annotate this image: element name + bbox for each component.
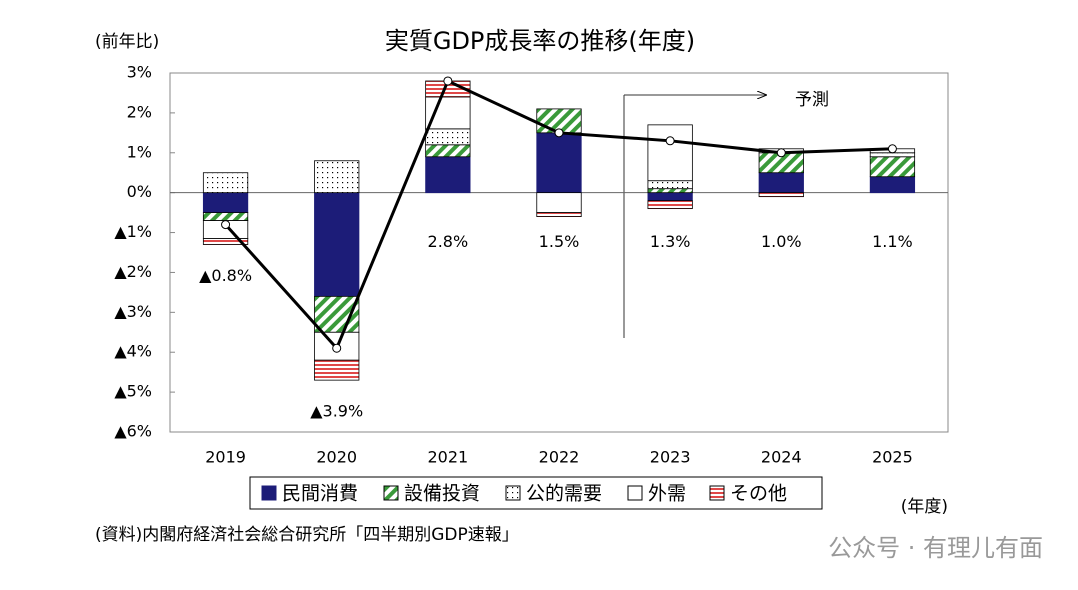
- source-note: (資料)内閣府経済社会総合研究所「四半期別GDP速報」: [95, 525, 519, 545]
- y-tick-label: ▲2%: [114, 262, 152, 281]
- total-point: [665, 136, 675, 146]
- data-label: ▲0.8%: [199, 266, 252, 285]
- y-tick-label: ▲5%: [114, 382, 152, 401]
- x-tick-label: 2019: [205, 448, 246, 467]
- bar-segment: [869, 152, 916, 158]
- y-axis-label: (前年比): [95, 32, 159, 52]
- bar-segment: [202, 172, 249, 194]
- total-point: [332, 343, 342, 353]
- bar-segment: [425, 96, 471, 130]
- y-tick-label: 2%: [127, 102, 152, 121]
- x-tick-label: 2020: [316, 448, 357, 467]
- bar-segment: [314, 192, 360, 297]
- bar-segment: [425, 156, 471, 194]
- x-tick-label: 2021: [427, 448, 468, 467]
- legend-swatch: [627, 485, 643, 501]
- data-label: 1.3%: [650, 232, 691, 251]
- legend-swatch: [505, 485, 521, 501]
- data-label: ▲3.9%: [310, 402, 363, 421]
- legend-label: 公的需要: [526, 483, 602, 505]
- total-point: [554, 128, 564, 138]
- bar-segment: [202, 212, 249, 221]
- x-tick-label: 2022: [539, 448, 580, 467]
- watermark: 公众号 · 有理儿有面: [828, 534, 1043, 562]
- y-tick-label: 1%: [127, 142, 152, 161]
- y-tick-label: 3%: [127, 63, 152, 82]
- bar-segment: [425, 144, 471, 158]
- legend-swatch: [709, 485, 725, 501]
- x-axis-label: (年度): [901, 497, 948, 517]
- y-tick-label: ▲1%: [114, 222, 152, 241]
- y-tick-label: 0%: [127, 182, 152, 201]
- y-tick-label: ▲3%: [114, 302, 152, 321]
- bar-segment: [202, 192, 249, 214]
- data-label: 1.1%: [872, 232, 913, 251]
- x-tick-label: 2024: [761, 448, 802, 467]
- bar-segment: [536, 212, 582, 218]
- legend-label: 民間消費: [282, 483, 358, 505]
- legend-swatch: [383, 485, 399, 501]
- data-label: 1.0%: [761, 232, 802, 251]
- forecast-label: 予測: [795, 90, 829, 110]
- bar-segment: [202, 238, 249, 245]
- y-tick-label: ▲6%: [114, 422, 152, 441]
- data-label: 2.8%: [428, 232, 469, 251]
- bar-segment: [647, 180, 693, 190]
- bar-segment: [647, 192, 693, 202]
- bar-segment: [647, 188, 693, 194]
- bar-segment: [869, 156, 916, 178]
- legend-label: その他: [730, 483, 787, 505]
- bar-segment: [314, 160, 360, 194]
- x-tick-label: 2025: [872, 448, 913, 467]
- total-point: [776, 148, 786, 158]
- chart-title: 実質GDP成長率の推移(年度): [385, 27, 695, 55]
- x-tick-label: 2023: [650, 448, 691, 467]
- legend: [249, 476, 823, 510]
- bar-segment: [536, 192, 582, 214]
- bar-segment: [314, 359, 360, 381]
- y-tick-label: ▲4%: [114, 342, 152, 361]
- bar-segment: [425, 128, 471, 146]
- bar-segment: [647, 124, 693, 182]
- bar-segment: [758, 172, 804, 194]
- legend-swatch: [261, 485, 277, 501]
- legend-label: 外需: [648, 483, 686, 505]
- total-point: [887, 144, 897, 154]
- total-point: [443, 76, 453, 86]
- bar-segment: [536, 132, 582, 194]
- total-point: [221, 220, 231, 230]
- bar-segment: [647, 200, 693, 210]
- bar-segment: [758, 192, 804, 198]
- legend-label: 設備投資: [404, 483, 480, 505]
- bar-segment: [869, 176, 916, 194]
- data-label: 1.5%: [539, 232, 580, 251]
- plot-area: [169, 72, 949, 433]
